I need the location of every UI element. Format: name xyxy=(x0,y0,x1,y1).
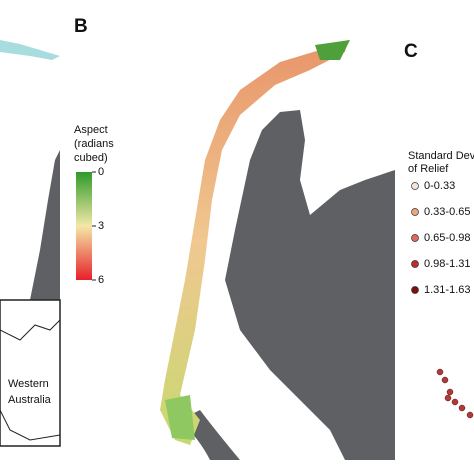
legend-title: cubed) xyxy=(74,152,108,164)
legend-label: 1.31-1.63 xyxy=(424,284,470,296)
inset-outline xyxy=(0,319,61,441)
inset-label: Australia xyxy=(8,394,52,406)
colorbar xyxy=(76,172,92,280)
legend-title: Standard Dev xyxy=(408,150,474,162)
relief-points xyxy=(436,368,474,419)
legend-marker xyxy=(411,234,419,242)
green-patch xyxy=(165,395,195,440)
legend-label: 0.33-0.65 xyxy=(424,206,470,218)
left-land xyxy=(30,150,60,300)
colorbar-tick-label: 0 xyxy=(98,166,104,178)
green-patch xyxy=(315,40,350,60)
inset-label: Western xyxy=(8,378,49,390)
legend-label: 0-0.33 xyxy=(424,180,455,192)
panel-label: B xyxy=(74,16,88,37)
legend-title: of Relief xyxy=(408,163,449,175)
colorbar-tick-label: 3 xyxy=(98,220,104,232)
legend-marker xyxy=(411,260,419,268)
inset-box xyxy=(0,299,61,447)
colorbar-tick-label: 6 xyxy=(98,274,104,286)
legend-marker xyxy=(411,208,419,216)
aspect-legend: Aspect (radians cubed) 0 3 6 xyxy=(74,124,114,286)
legend-title: (radians xyxy=(74,138,114,150)
legend-label: 0.65-0.98 xyxy=(424,232,470,244)
land xyxy=(225,110,395,460)
legend-marker xyxy=(411,286,419,294)
left-map-fragment xyxy=(0,40,60,60)
legend-label: 0.98-1.31 xyxy=(424,258,470,270)
legend-marker xyxy=(411,182,419,190)
panel-label: C xyxy=(404,41,418,62)
legend-title: Aspect xyxy=(74,124,108,136)
